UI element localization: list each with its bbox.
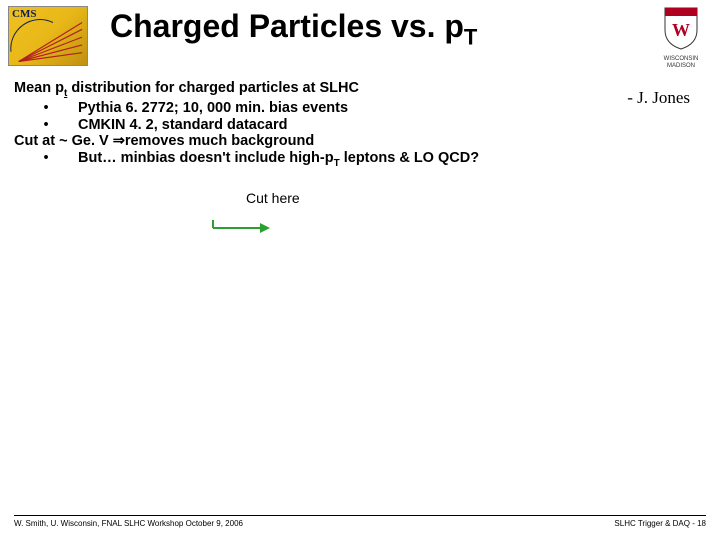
uw-label-1: WISCONSIN bbox=[652, 56, 710, 62]
bullet-mark: • bbox=[14, 100, 78, 116]
slide-footer: W. Smith, U. Wisconsin, FNAL SLHC Worksh… bbox=[14, 515, 706, 528]
uw-logo: W WISCONSIN MADISON bbox=[652, 6, 710, 68]
cut-label: Cut here bbox=[210, 190, 300, 206]
svg-text:W: W bbox=[672, 20, 690, 40]
attribution: - J. Jones bbox=[627, 88, 690, 108]
slide-content: Mean pt distribution for charged particl… bbox=[14, 80, 706, 169]
uw-shield-icon: W bbox=[661, 6, 701, 50]
slide-header: CMS Charged Particles vs. pT W WISCONSIN… bbox=[0, 0, 720, 70]
cms-logo-text: CMS bbox=[12, 8, 36, 20]
uw-label-2: MADISON bbox=[652, 63, 710, 69]
bullet-2: CMKIN 4. 2, standard datacard bbox=[78, 117, 706, 133]
bullet-mark: • bbox=[14, 117, 78, 133]
bullet-row: • Pythia 6. 2772; 10, 000 min. bias even… bbox=[14, 100, 706, 116]
title-main: Charged Particles vs. p bbox=[110, 8, 464, 44]
cms-logo-lines bbox=[9, 17, 87, 66]
bullet-3: But… minbias doesn't include high-pT lep… bbox=[78, 150, 706, 169]
cut-annotation: Cut here bbox=[210, 190, 300, 206]
content-line-1: Mean pt distribution for charged particl… bbox=[14, 80, 706, 99]
bullet-row: • CMKIN 4. 2, standard datacard bbox=[14, 117, 706, 133]
title-sub: T bbox=[464, 24, 477, 49]
bullet-mark: • bbox=[14, 150, 78, 169]
footer-left: W. Smith, U. Wisconsin, FNAL SLHC Worksh… bbox=[14, 519, 243, 528]
slide-title: Charged Particles vs. pT bbox=[110, 8, 477, 50]
bullet-1: Pythia 6. 2772; 10, 000 min. bias events bbox=[78, 100, 706, 116]
bullet-row: • But… minbias doesn't include high-pT l… bbox=[14, 150, 706, 169]
arrow-icon bbox=[210, 218, 270, 238]
content-line-2: Cut at ~ Ge. V ⇒removes much background bbox=[14, 133, 706, 149]
footer-right: SLHC Trigger & DAQ - 18 bbox=[614, 519, 706, 528]
cms-logo: CMS bbox=[8, 6, 88, 66]
